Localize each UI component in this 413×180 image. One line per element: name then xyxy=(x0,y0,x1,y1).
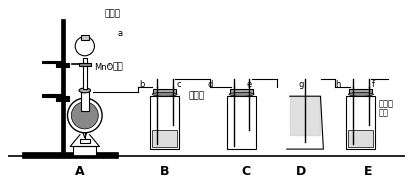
Text: MnO: MnO xyxy=(95,62,114,71)
Ellipse shape xyxy=(79,88,90,93)
Bar xyxy=(153,89,176,94)
Bar xyxy=(227,96,256,149)
Text: e: e xyxy=(247,80,252,89)
Polygon shape xyxy=(287,96,323,149)
Bar xyxy=(81,35,89,40)
Text: c: c xyxy=(176,80,181,89)
Bar xyxy=(349,89,373,94)
Bar xyxy=(73,146,96,156)
Text: 盐水: 盐水 xyxy=(378,109,388,118)
Text: A: A xyxy=(75,165,85,178)
Text: E: E xyxy=(364,165,373,178)
Text: a: a xyxy=(118,29,123,38)
Text: ₂: ₂ xyxy=(108,61,111,67)
Bar xyxy=(80,140,90,143)
Bar xyxy=(81,91,89,111)
Text: 浓硫酸: 浓硫酸 xyxy=(189,91,205,100)
Ellipse shape xyxy=(152,92,177,96)
Text: f: f xyxy=(371,80,375,89)
Bar xyxy=(61,19,64,152)
Text: 固体: 固体 xyxy=(113,62,123,71)
Polygon shape xyxy=(290,96,320,135)
Text: B: B xyxy=(160,165,169,178)
Text: 浓盐酸: 浓盐酸 xyxy=(104,10,120,19)
Text: h: h xyxy=(335,80,340,89)
Ellipse shape xyxy=(229,92,254,96)
Bar xyxy=(22,152,119,158)
Bar xyxy=(83,58,87,89)
Text: b: b xyxy=(140,80,145,89)
Bar xyxy=(349,130,373,147)
Text: D: D xyxy=(296,165,306,178)
Text: C: C xyxy=(242,165,251,178)
Bar xyxy=(150,96,179,149)
Bar xyxy=(79,62,90,66)
Bar xyxy=(42,61,61,64)
Ellipse shape xyxy=(349,92,373,96)
Text: g: g xyxy=(298,80,304,89)
Bar xyxy=(347,96,375,149)
Text: 饱和食: 饱和食 xyxy=(378,99,393,108)
Bar xyxy=(56,96,69,101)
Bar xyxy=(152,130,177,147)
Circle shape xyxy=(71,102,98,129)
Bar xyxy=(42,94,61,97)
Text: d: d xyxy=(208,80,214,89)
Bar xyxy=(230,89,253,94)
Bar xyxy=(56,62,69,67)
